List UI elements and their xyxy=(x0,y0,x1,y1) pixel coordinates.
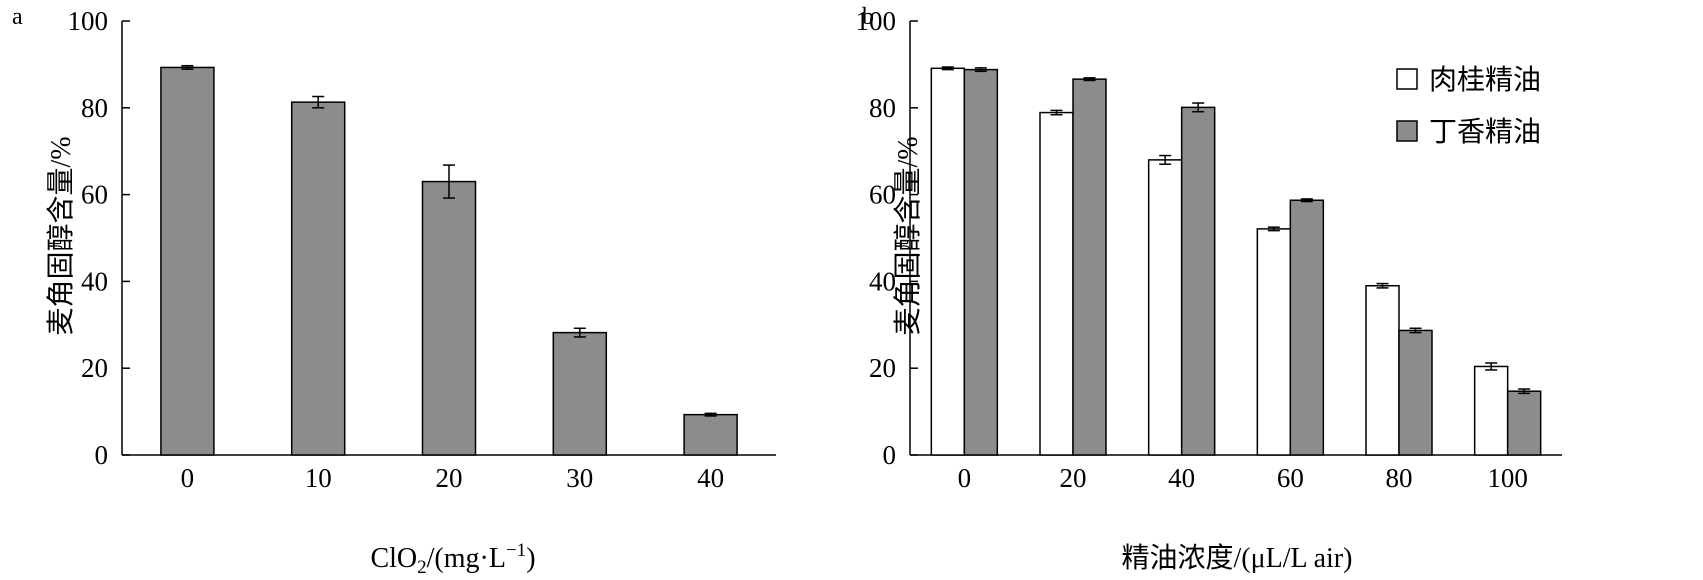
chart-a-y-tick-label: 40 xyxy=(81,266,108,296)
chart-a-x-axis-title: ClO2/(mg·L−1) xyxy=(370,540,535,578)
chart-b-plot-area: 0 20 40 60 80 100 0 20 40 60 80 100 xyxy=(856,6,1562,493)
chart-b-bar xyxy=(1289,199,1325,456)
chart-a-x-tick-label: 20 xyxy=(436,463,463,493)
chart-b-bar xyxy=(1147,159,1183,456)
chart-b-legend-label: 丁香精油 xyxy=(1429,116,1541,148)
chart-b-y-tick-label: 0 xyxy=(883,440,897,470)
chart-b-y-tick-label: 80 xyxy=(869,93,896,123)
chart-b-bar xyxy=(1256,228,1292,456)
chart-b-bar xyxy=(1473,365,1509,456)
chart-a-y-axis-title: 麦角固醇含量/% xyxy=(45,136,77,335)
chart-b-bar xyxy=(1398,329,1433,456)
chart-b-legend-swatch xyxy=(1396,68,1418,90)
chart-b-bar xyxy=(930,67,966,456)
chart-a-x-tick-label: 30 xyxy=(566,463,593,493)
chart-b-bar xyxy=(1072,78,1107,456)
chart-a-bar xyxy=(683,413,738,456)
chart-b-x-axis-title: 精油浓度/(μL/L air) xyxy=(1122,542,1353,574)
chart-a-plot-area: 0 20 40 60 80 100 0 10 20 30 40 xyxy=(68,6,776,493)
chart-a-bar xyxy=(160,66,215,456)
chart-b-bar xyxy=(1180,106,1216,456)
chart-b-y-tick-label: 20 xyxy=(869,353,896,383)
chart-panel-b: b 麦角固醇含量/% 精油浓度/(μL/L air) 0 20 40 60 80 100 0… xyxy=(850,0,1703,580)
chart-a-bar xyxy=(290,101,346,456)
chart-b-x-tick-label: 40 xyxy=(1168,463,1195,493)
chart-panel-a: a 麦角固醇含量/% ClO2/(mg·L−1) 0 20 40 60 80 100 0 10… xyxy=(0,0,850,580)
chart-a-panel-letter: a xyxy=(12,4,23,30)
chart-b-y-tick-label: 100 xyxy=(856,6,897,36)
chart-b-bar xyxy=(1506,390,1542,456)
chart-a-x-tick-label: 0 xyxy=(181,463,195,493)
chart-b-y-axis-title: 麦角固醇含量/% xyxy=(892,136,924,335)
chart-b-bar xyxy=(1039,111,1074,456)
chart-b-x-tick-label: 20 xyxy=(1060,463,1087,493)
chart-a-bar xyxy=(552,331,608,456)
chart-b-y-tick-label: 40 xyxy=(869,266,896,296)
chart-a-svg: a 麦角固醇含量/% ClO2/(mg·L−1) 0 20 40 60 80 100 0 10… xyxy=(12,4,776,578)
chart-b-panel-letter: b xyxy=(862,4,874,30)
chart-b-bar xyxy=(1365,284,1400,456)
chart-b-y-tick-label: 60 xyxy=(869,180,896,210)
chart-b-legend-label: 肉桂精油 xyxy=(1429,64,1541,96)
chart-a-x-tick-label: 40 xyxy=(697,463,724,493)
chart-b-legend-swatch xyxy=(1396,120,1418,142)
chart-a-y-tick-label: 20 xyxy=(81,353,108,383)
chart-a-bar xyxy=(421,180,477,456)
chart-a-x-tick-label: 10 xyxy=(305,463,332,493)
chart-b-x-tick-label: 80 xyxy=(1386,463,1413,493)
chart-a-y-tick-label: 100 xyxy=(68,6,109,36)
chart-a-y-tick-label: 60 xyxy=(81,180,108,210)
chart-a-y-tick-label: 0 xyxy=(95,440,109,470)
chart-a-y-tick-label: 80 xyxy=(81,93,108,123)
chart-b-bar xyxy=(963,68,999,456)
chart-b-x-tick-label: 100 xyxy=(1487,463,1528,493)
chart-b-x-tick-label: 60 xyxy=(1277,463,1304,493)
chart-b-x-tick-label: 0 xyxy=(958,463,972,493)
chart-b-svg: b 麦角固醇含量/% 精油浓度/(μL/L air) 0204060801000… xyxy=(856,4,1562,574)
